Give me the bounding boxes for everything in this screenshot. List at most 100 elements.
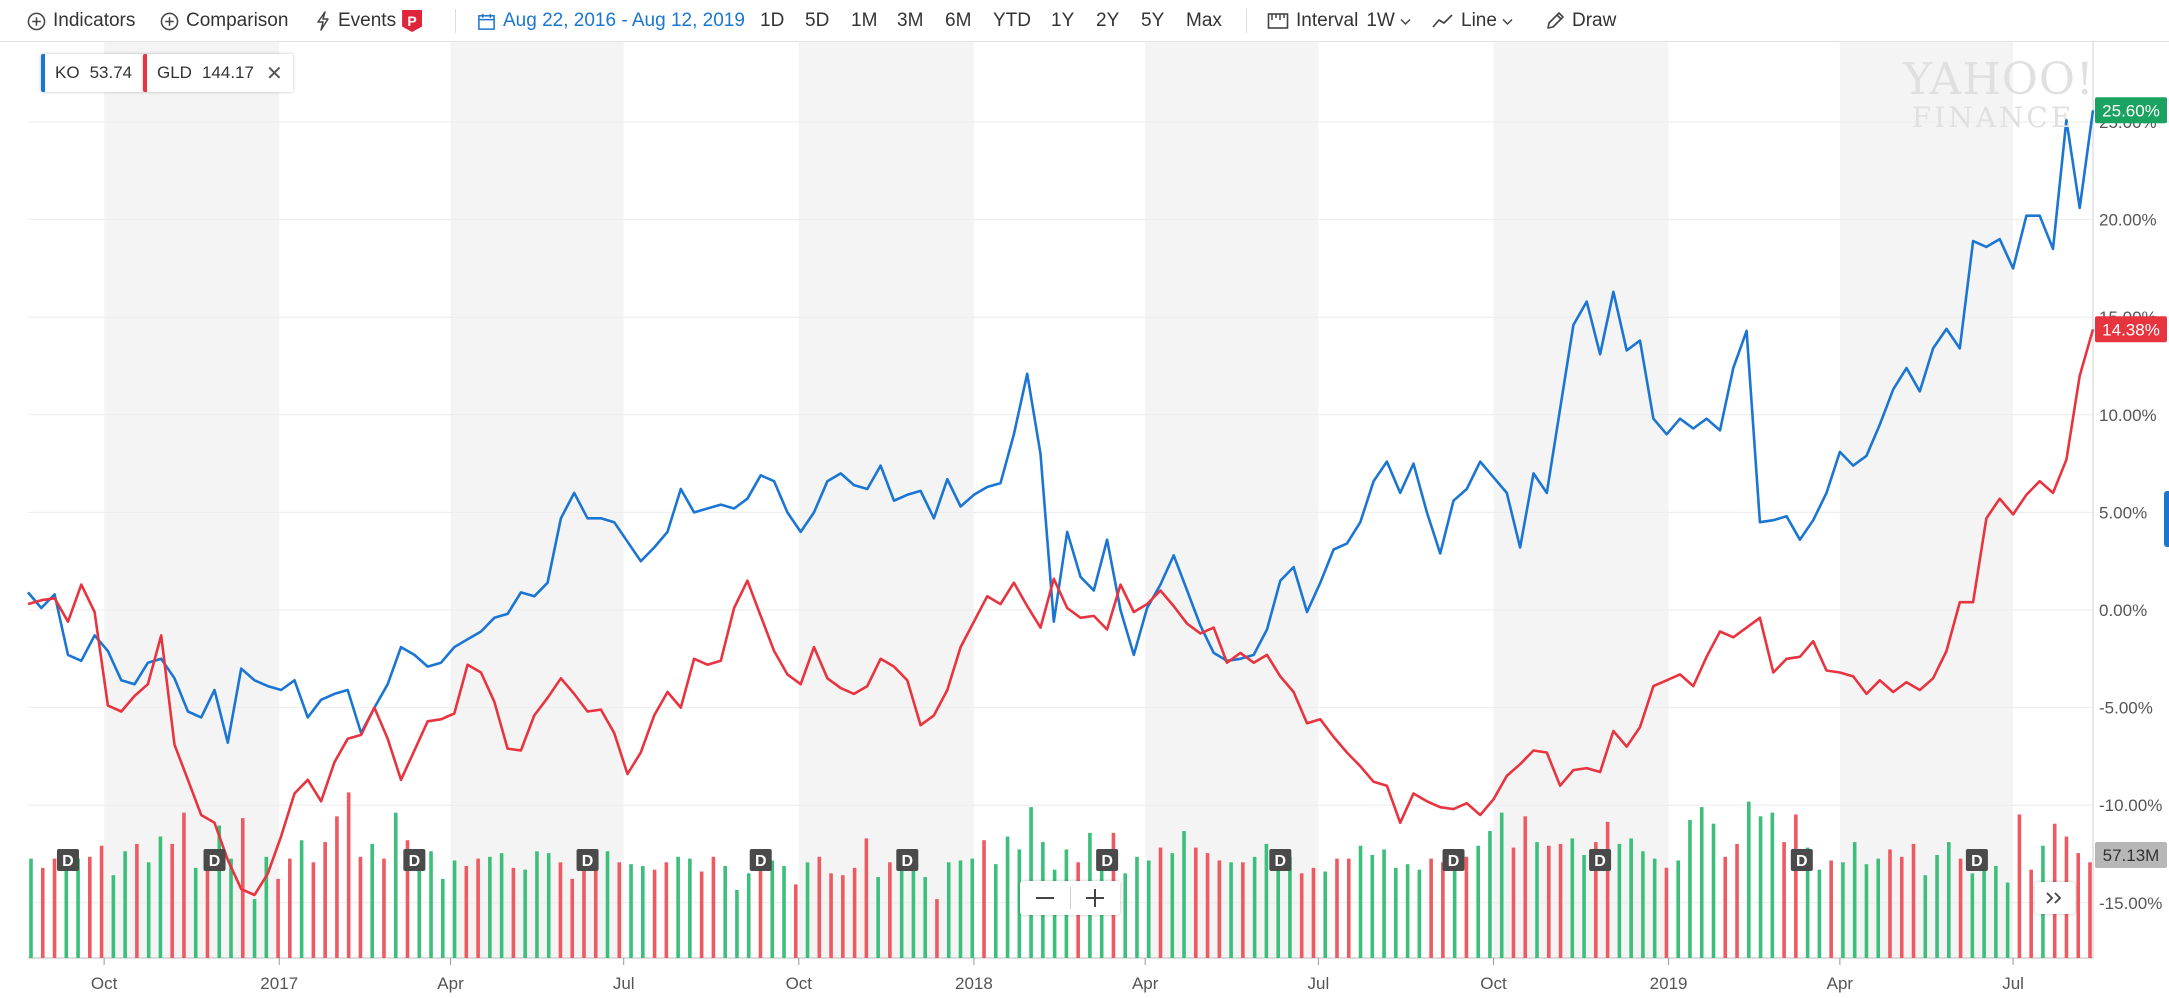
chart-type-label: Line [1461, 10, 1497, 31]
volume-bar [546, 853, 551, 958]
volume-bar [1452, 858, 1457, 958]
side-panel-handle[interactable] [2164, 491, 2169, 547]
volume-bar [1641, 851, 1645, 958]
volume-bar [1758, 816, 1763, 958]
dividend-marker[interactable]: D [1442, 849, 1465, 871]
volume-bar [1676, 860, 1680, 958]
volume-bar [935, 899, 939, 958]
dividend-marker[interactable]: D [1096, 849, 1119, 871]
dividend-marker-label: D [1101, 853, 1113, 870]
legend-symbol-gld: GLD [157, 63, 192, 82]
series-line-gld [27, 328, 2095, 897]
legend-color-gld [143, 54, 147, 92]
dividend-marker[interactable]: D [403, 849, 426, 871]
volume-bar [711, 856, 716, 958]
volume-bar [1499, 812, 1504, 958]
legend-chip-gld[interactable]: GLD 144.17 ✕ [143, 54, 293, 92]
range-button-6m[interactable]: 6M [945, 10, 972, 31]
zoom-in-button[interactable] [1070, 881, 1120, 915]
volume-bar [1711, 823, 1716, 958]
remove-comparison-close-icon[interactable]: ✕ [265, 62, 283, 85]
dividend-marker[interactable]: D [56, 849, 79, 871]
volume-bar [123, 851, 127, 958]
zoom-out-button[interactable] [1020, 881, 1070, 915]
range-button-ytd[interactable]: YTD [993, 10, 1031, 31]
volume-bar [746, 873, 751, 958]
volume-bar [111, 875, 116, 958]
range-button-max[interactable]: Max [1186, 10, 1222, 31]
chevron-down-icon [1400, 10, 1411, 32]
comparison-chart[interactable]: 25.00%20.00%15.00%10.00%5.00%0.00%-5.00%… [0, 42, 2169, 998]
volume-bar [335, 816, 339, 958]
volume-bar [2017, 814, 2022, 958]
chart-area[interactable]: 25.00%20.00%15.00%10.00%5.00%0.00%-5.00%… [0, 42, 2169, 998]
volume-bar [1958, 858, 1963, 958]
volume-bar [617, 862, 622, 958]
legend-price-gld: 144.17 [201, 63, 254, 82]
dividend-marker[interactable]: D [1589, 849, 1612, 871]
volume-bar [1017, 849, 1022, 958]
volume-bar [817, 856, 822, 958]
range-button-1m[interactable]: 1M [851, 10, 878, 31]
range-button-5d[interactable]: 5D [805, 10, 830, 31]
volume-bar [99, 845, 104, 958]
dividend-marker[interactable]: D [576, 849, 599, 871]
dividend-marker-box [1790, 849, 1813, 871]
dividend-marker[interactable]: D [1269, 849, 1292, 871]
range-button-2y[interactable]: 2Y [1096, 10, 1120, 31]
range-button-1d[interactable]: 1D [760, 10, 785, 31]
chart-type-dropdown[interactable]: Line [1432, 0, 1513, 42]
volume-bar [1311, 867, 1316, 958]
events-button[interactable]: Events P [315, 0, 423, 42]
dividend-marker[interactable]: D [1790, 849, 1813, 871]
volume-bar [1264, 843, 1269, 958]
volume-bar [593, 860, 598, 958]
watermark-line1: YAHOO! [1903, 54, 2095, 105]
toolbar-divider [1246, 9, 1247, 33]
interval-dropdown[interactable]: Interval 1W [1267, 0, 1411, 42]
range-button-5y[interactable]: 5Y [1141, 10, 1165, 31]
volume-bar [1852, 842, 1857, 958]
legend-price-ko: 53.74 [89, 63, 133, 82]
range-button-1y[interactable]: 1Y [1051, 10, 1075, 31]
volume-bar [782, 866, 786, 958]
legend-chip-ko[interactable]: KO 53.74 [41, 54, 145, 92]
dividend-marker[interactable]: D [749, 849, 772, 871]
dividend-marker-label: D [1594, 853, 1606, 870]
volume-bar [723, 866, 727, 958]
dividend-marker[interactable]: D [896, 849, 919, 871]
volume-bar [1582, 854, 1586, 958]
volume-bar [393, 812, 398, 958]
volume-bar [876, 877, 880, 958]
indicators-button[interactable]: Indicators [27, 0, 135, 42]
x-tick-label: Oct [91, 974, 118, 993]
draw-button[interactable]: Draw [1545, 0, 1616, 42]
volume-bar [476, 858, 480, 958]
x-tick-label: Oct [1480, 974, 1507, 993]
dividend-marker-box [1589, 849, 1612, 871]
volume-bars [29, 792, 2092, 958]
volume-bar [1417, 869, 1422, 958]
volume-bar [499, 853, 504, 958]
volume-bar [852, 867, 857, 958]
volume-bar [864, 838, 869, 958]
expand-chart-button[interactable] [2035, 882, 2075, 914]
dividend-marker[interactable]: D [1965, 849, 1988, 871]
volume-bar [170, 843, 174, 958]
quarter-band [1493, 42, 1669, 958]
date-range-picker[interactable]: Aug 22, 2016 - Aug 12, 2019 [477, 0, 745, 42]
range-button-3m[interactable]: 3M [897, 10, 924, 31]
comparison-button[interactable]: Comparison [160, 0, 288, 42]
dividend-marker[interactable]: D [203, 849, 226, 871]
volume-bar [2029, 869, 2033, 958]
plus-circle-icon [27, 12, 46, 31]
volume-bar [605, 851, 610, 958]
volume-bar [441, 878, 445, 958]
volume-bar [946, 862, 951, 958]
volume-bar [452, 860, 457, 958]
volume-bar [558, 862, 563, 958]
dividend-marker-label: D [409, 853, 421, 870]
y-tick-label: 0.00% [2099, 601, 2147, 620]
volume-bar [1394, 867, 1398, 958]
dividend-marker-label: D [1275, 853, 1287, 870]
